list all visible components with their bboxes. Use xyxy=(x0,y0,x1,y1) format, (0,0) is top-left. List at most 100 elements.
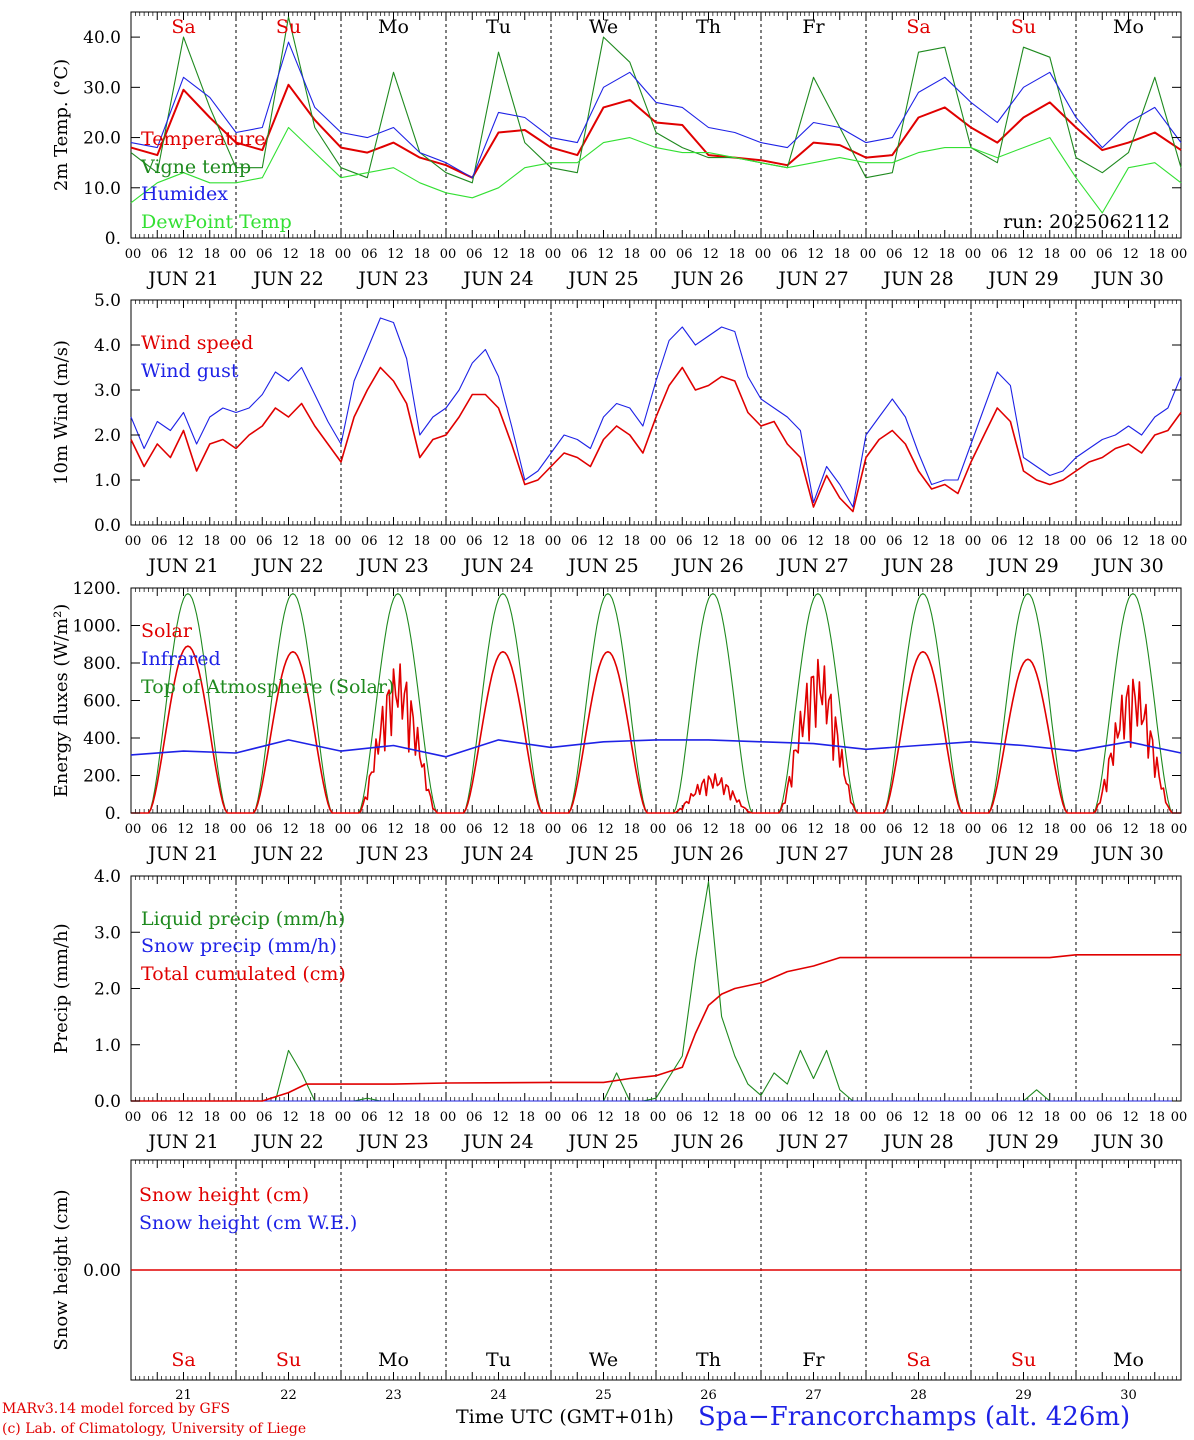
temperature-hour-label: 18 xyxy=(833,247,850,262)
wind-hour-label: 18 xyxy=(623,534,640,549)
energy-hour-label: 00 xyxy=(125,822,142,837)
wind-y-tick-label: 3.0 xyxy=(94,381,121,401)
snow-day-number: 28 xyxy=(910,1388,927,1403)
energy-y-tick-label: 0. xyxy=(105,804,121,824)
footer-model-text: MARv3.14 model forced by GFS xyxy=(2,1401,231,1417)
energy-date-label: JUN 29 xyxy=(986,843,1058,865)
precip-legend-liquid-precip-mm-h-: Liquid precip (mm/h) xyxy=(141,908,345,930)
temperature-weekday-label: Sa xyxy=(906,16,930,38)
energy-hour-label: 00 xyxy=(545,822,562,837)
energy-date-label: JUN 22 xyxy=(251,843,323,865)
wind-hour-label: 12 xyxy=(597,534,614,549)
temperature-date-label: JUN 26 xyxy=(671,268,743,290)
wind-y-tick-label: 4.0 xyxy=(94,336,121,356)
temperature-legend-vigne-temp: Vigne temp xyxy=(140,156,251,178)
wind-series-wind-speed xyxy=(130,366,1182,513)
temperature-hour-label: 06 xyxy=(256,247,273,262)
wind-plot-frame xyxy=(130,299,1182,526)
temperature-legend-dewpoint-temp: DewPoint Temp xyxy=(141,211,292,233)
precip-hour-label: 06 xyxy=(781,1110,798,1125)
temperature-date-label: JUN 28 xyxy=(881,268,953,290)
precip-hour-label: 00 xyxy=(860,1110,877,1125)
temperature-hour-label: 00 xyxy=(440,247,457,262)
precip-y-axis-label: Precip (mm/h) xyxy=(51,923,72,1053)
energy-hour-label: 12 xyxy=(807,822,824,837)
snow-legend-snow-height-cm-w-e-: Snow height (cm W.E.) xyxy=(139,1212,357,1234)
temperature-legend-temperature: Temperature xyxy=(141,128,265,150)
wind-hour-label: 06 xyxy=(151,534,168,549)
temperature-y-tick-label: 30.0 xyxy=(83,78,121,98)
temperature-hour-label: 12 xyxy=(282,247,299,262)
temperature-y-tick-label: 0. xyxy=(105,229,121,249)
snow-weekday-label: Mo xyxy=(1113,1349,1144,1371)
precip-date-label: JUN 25 xyxy=(566,1131,638,1153)
temperature-hour-label: 00 xyxy=(965,247,982,262)
energy-hour-label: 06 xyxy=(1096,822,1113,837)
precip-date-label: JUN 29 xyxy=(986,1131,1058,1153)
precip-hour-label: 06 xyxy=(886,1110,903,1125)
precip-hour-label: 06 xyxy=(151,1110,168,1125)
energy-hour-label: 06 xyxy=(991,822,1008,837)
wind-hour-label: 12 xyxy=(912,534,929,549)
wind-y-tick-label: 2.0 xyxy=(94,426,121,446)
precip-hour-label: 12 xyxy=(702,1110,719,1125)
precip-hour-label: 18 xyxy=(728,1110,745,1125)
wind-y-tick-label: 1.0 xyxy=(94,471,121,491)
temperature-hour-label: 12 xyxy=(1017,247,1034,262)
energy-hour-label: 12 xyxy=(282,822,299,837)
snow-day-number: 23 xyxy=(385,1388,402,1403)
energy-hour-label: 00 xyxy=(1171,822,1188,837)
energy-hour-label: 12 xyxy=(702,822,719,837)
temperature-date-label: JUN 24 xyxy=(461,268,533,290)
precip-date-label: JUN 23 xyxy=(356,1131,428,1153)
energy-hour-label: 12 xyxy=(177,822,194,837)
precip-legend-total-cumulated-cm-: Total cumulated (cm) xyxy=(141,963,346,985)
energy-hour-label: 00 xyxy=(650,822,667,837)
precip-hour-label: 00 xyxy=(230,1110,247,1125)
wind-hour-label: 00 xyxy=(335,534,352,549)
temperature-date-label: JUN 25 xyxy=(566,268,638,290)
temp-series-vigne-temp xyxy=(130,16,1182,184)
wind-hour-label: 12 xyxy=(177,534,194,549)
energy-hour-label: 00 xyxy=(860,822,877,837)
energy-legend-top-of-atmosphere-solar-: Top of Atmosphere (Solar) xyxy=(141,676,394,698)
snow-day-number: 25 xyxy=(595,1388,612,1403)
energy-legend-infrared: Infrared xyxy=(141,648,221,670)
wind-date-label: JUN 24 xyxy=(461,555,533,577)
temperature-hour-label: 00 xyxy=(230,247,247,262)
temp-series-humidex xyxy=(130,41,1182,179)
footer-time-label: Time UTC (GMT+01h) xyxy=(456,1406,674,1428)
precip-hour-label: 18 xyxy=(938,1110,955,1125)
temperature-weekday-label: Tu xyxy=(486,16,511,38)
wind-date-label: JUN 26 xyxy=(671,555,743,577)
wind-hour-label: 06 xyxy=(466,534,483,549)
wind-hour-label: 12 xyxy=(702,534,719,549)
precip-hour-label: 00 xyxy=(650,1110,667,1125)
wind-date-label: JUN 28 xyxy=(881,555,953,577)
wind-hour-label: 18 xyxy=(518,534,535,549)
precip-hour-label: 12 xyxy=(807,1110,824,1125)
energy-hour-label: 06 xyxy=(256,822,273,837)
snow-day-number: 21 xyxy=(175,1388,192,1403)
snow-weekday-label: Fr xyxy=(802,1349,825,1371)
energy-hour-label: 18 xyxy=(623,822,640,837)
energy-hour-label: 18 xyxy=(308,822,325,837)
temperature-hour-label: 06 xyxy=(466,247,483,262)
precip-hour-label: 06 xyxy=(256,1110,273,1125)
energy-hour-label: 18 xyxy=(413,822,430,837)
energy-date-label: JUN 21 xyxy=(146,843,218,865)
precip-hour-label: 12 xyxy=(597,1110,614,1125)
precip-hour-label: 00 xyxy=(125,1110,142,1125)
wind-hour-label: 06 xyxy=(361,534,378,549)
precip-date-label: JUN 22 xyxy=(251,1131,323,1153)
temperature-hour-label: 12 xyxy=(702,247,719,262)
precip-hour-label: 00 xyxy=(440,1110,457,1125)
temperature-y-tick-label: 20.0 xyxy=(83,129,121,149)
wind-hour-label: 18 xyxy=(413,534,430,549)
precip-hour-label: 18 xyxy=(413,1110,430,1125)
energy-y-tick-label: 1000. xyxy=(72,617,121,637)
wind-hour-label: 00 xyxy=(545,534,562,549)
temperature-hour-label: 00 xyxy=(755,247,772,262)
energy-hour-label: 12 xyxy=(597,822,614,837)
